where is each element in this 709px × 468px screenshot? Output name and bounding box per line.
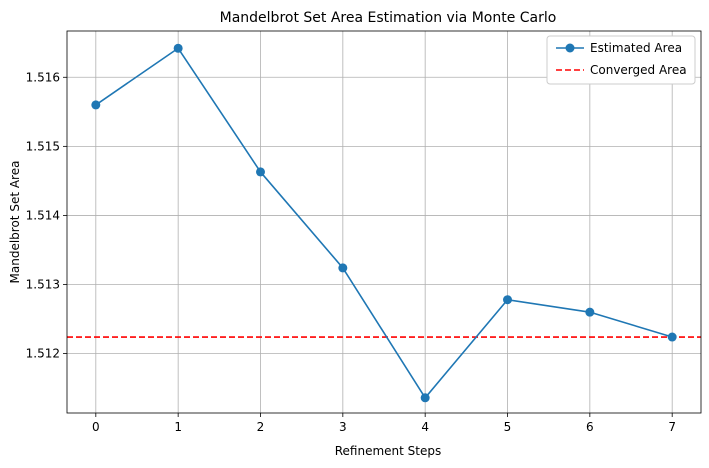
legend-estimated-label: Estimated Area — [590, 41, 682, 55]
estimated-area-point — [585, 307, 595, 317]
estimated-area-point — [255, 167, 265, 177]
x-tick-label: 1 — [174, 420, 182, 434]
y-tick-label: 1.515 — [26, 139, 60, 153]
x-axis-title: Refinement Steps — [335, 444, 442, 458]
x-tick-label: 7 — [668, 420, 676, 434]
x-tick-label: 5 — [504, 420, 512, 434]
y-tick-label: 1.512 — [26, 347, 60, 361]
estimated-area-point — [91, 100, 101, 110]
legend-estimated-marker — [565, 43, 575, 53]
y-tick-label: 1.516 — [26, 70, 60, 84]
x-tick-label: 6 — [586, 420, 594, 434]
estimated-area-point — [338, 263, 348, 273]
plot-frame — [66, 30, 702, 414]
series-layer — [91, 43, 677, 403]
legend: Estimated Area Converged Area — [546, 35, 696, 85]
x-tick-label: 2 — [257, 420, 265, 434]
x-axis: 0 1 2 3 4 5 6 7 — [92, 413, 676, 434]
estimated-area-point — [173, 43, 183, 53]
estimated-area-point — [667, 332, 677, 342]
estimated-area-line — [95, 47, 673, 399]
estimated-area-point — [503, 295, 513, 305]
chart-title: Mandelbrot Set Area Estimation via Monte… — [220, 10, 557, 26]
y-tick-label: 1.513 — [26, 278, 60, 292]
y-axis-title: Mandelbrot Set Area — [8, 161, 22, 284]
grid — [67, 31, 701, 413]
x-tick-label: 0 — [92, 420, 100, 434]
x-tick-label: 3 — [339, 420, 347, 434]
legend-converged-label: Converged Area — [590, 63, 687, 77]
y-tick-label: 1.514 — [26, 208, 60, 222]
x-tick-label: 4 — [421, 420, 429, 434]
y-axis: 1.512 1.513 1.514 1.515 1.516 — [26, 70, 67, 361]
estimated-area-point — [420, 393, 430, 403]
